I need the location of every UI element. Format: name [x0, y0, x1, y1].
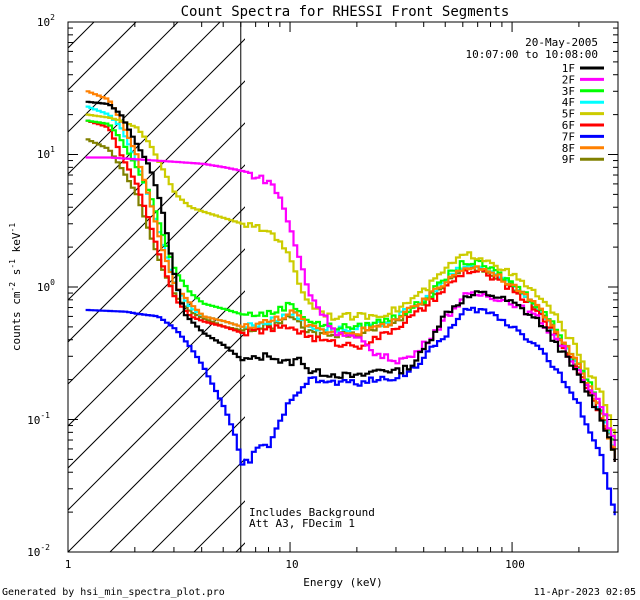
series-line-5f: [85, 113, 616, 442]
hatch-line: [68, 248, 245, 427]
legend-label-3f: 3F: [562, 85, 575, 98]
series-line-7f: [85, 306, 616, 516]
legend-label-9f: 9F: [562, 153, 575, 166]
series-group: [85, 90, 616, 516]
annotation-attenuator: Att A3, FDecim 1: [249, 517, 355, 530]
x-tick-1: 1: [65, 558, 72, 571]
footer-generated: Generated by hsi_min_spectra_plot.pro: [2, 587, 225, 598]
chart-title: Count Spectra for RHESSI Front Segments: [181, 4, 510, 20]
hatch-line: [68, 332, 245, 511]
legend-label-5f: 5F: [562, 108, 575, 121]
hatch-line: [68, 290, 245, 469]
series-line-4f: [85, 105, 616, 460]
legend-label-7f: 7F: [562, 130, 575, 143]
y-tick-1e-1: 10-1: [27, 411, 50, 427]
footer-date: 11-Apr-2023 02:05: [534, 587, 636, 598]
y-tick-1e0: 100: [37, 278, 55, 294]
legend-label-1f: 1F: [562, 62, 575, 75]
y-tick-1e2: 102: [37, 13, 55, 29]
time-range-label: 10:07:00 to 10:08:00: [466, 48, 598, 61]
x-tick-100: 100: [505, 558, 525, 571]
series-line-2f: [85, 156, 616, 447]
hatch-line: [68, 206, 245, 385]
hatch-line: [109, 416, 245, 552]
hatch-line: [68, 22, 179, 133]
hatch-line: [68, 80, 245, 259]
series-line-8f: [85, 90, 616, 458]
hatch-line: [68, 38, 245, 217]
series-line-1f: [85, 100, 616, 462]
plot-frame: [67, 21, 619, 553]
y-axis-label: counts cm-2 s-1 keV-1: [8, 223, 23, 351]
x-axis-label: Energy (keV): [303, 576, 382, 589]
legend-label-4f: 4F: [562, 96, 575, 109]
series-line-9f: [85, 138, 616, 459]
legend-label-2f: 2F: [562, 73, 575, 86]
hatch-line: [68, 164, 245, 343]
axis-ticks: [67, 22, 619, 553]
y-tick-1e-2: 10-2: [27, 543, 50, 559]
hatch-line: [68, 22, 221, 175]
date-label: 20-May-2005: [525, 36, 598, 49]
x-tick-10: 10: [285, 558, 298, 571]
y-tick-1e1: 101: [37, 145, 55, 161]
legend-label-6f: 6F: [562, 119, 575, 132]
hatch-line: [68, 122, 245, 301]
series-line-6f: [85, 119, 616, 462]
hatch-line: [68, 374, 245, 552]
legend-label-8f: 8F: [562, 142, 575, 155]
annotation-background: Includes Background: [249, 506, 375, 519]
